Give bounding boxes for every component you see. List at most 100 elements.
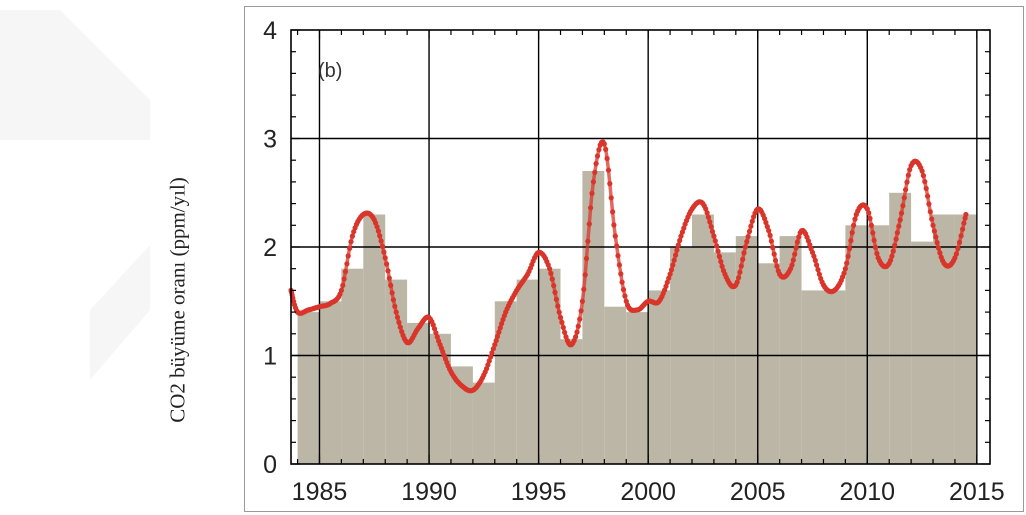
line-point xyxy=(675,242,681,248)
line-point xyxy=(607,181,613,187)
bar xyxy=(626,312,649,464)
line-point xyxy=(764,224,770,230)
line-point xyxy=(845,253,851,259)
line-point xyxy=(674,247,680,253)
line-point xyxy=(738,263,744,269)
line-point xyxy=(397,324,403,330)
line-point xyxy=(604,155,610,162)
line-point xyxy=(610,209,616,215)
bar xyxy=(516,279,539,464)
bar xyxy=(845,225,868,464)
labels-layer: (b) 1985 1990 1995 2000 2005 2010 2015 0 1 2 3 4 xyxy=(263,17,1005,506)
line-point xyxy=(929,216,935,222)
line-point xyxy=(485,362,491,368)
line-point xyxy=(396,319,402,325)
line-point xyxy=(573,334,579,340)
axis-layer xyxy=(290,29,991,465)
line-point xyxy=(679,229,686,235)
line-point xyxy=(431,326,438,332)
line-point xyxy=(347,245,353,251)
bar xyxy=(341,268,364,464)
line-point xyxy=(394,314,401,320)
line-point xyxy=(342,269,349,275)
line-layer xyxy=(288,139,969,394)
line-point xyxy=(920,173,927,179)
line-point xyxy=(385,268,391,274)
line-point xyxy=(841,270,847,276)
line-point xyxy=(603,146,609,152)
line-point xyxy=(344,261,350,267)
bar xyxy=(801,290,824,464)
line-point xyxy=(678,233,684,239)
line-point xyxy=(898,210,905,216)
bar xyxy=(889,192,912,465)
line-point xyxy=(937,250,943,256)
x-tick-label: 1990 xyxy=(401,478,457,506)
line-point xyxy=(379,243,386,249)
line-point xyxy=(382,255,388,261)
line-point xyxy=(930,222,936,228)
line-point xyxy=(715,248,721,254)
line-point xyxy=(668,267,675,273)
line-point xyxy=(614,243,620,249)
line-point xyxy=(893,236,899,242)
line-point xyxy=(768,238,775,244)
line-point xyxy=(489,350,495,356)
line-point xyxy=(794,239,801,245)
line-point xyxy=(736,275,742,281)
line-point xyxy=(815,267,821,273)
line-point xyxy=(348,239,354,245)
line-point xyxy=(703,206,709,212)
line-point xyxy=(849,230,855,236)
line-point xyxy=(933,234,939,240)
line-point xyxy=(740,256,746,262)
line-point xyxy=(901,195,907,201)
line-point xyxy=(615,253,621,259)
grid-layer xyxy=(291,30,990,464)
line-point xyxy=(925,193,931,199)
bar xyxy=(582,171,605,464)
line-point xyxy=(774,263,780,269)
line-point xyxy=(807,242,813,248)
bar xyxy=(319,301,342,465)
line-point xyxy=(741,250,747,256)
line-point xyxy=(593,161,599,167)
line-point xyxy=(486,358,492,364)
y-axis-label: CO2 büyüme oranı (ppm/yıl) xyxy=(165,177,190,423)
line-point xyxy=(562,329,568,335)
line-point xyxy=(390,297,396,303)
bar xyxy=(779,236,802,464)
x-tick-label: 2010 xyxy=(839,478,895,506)
bar xyxy=(648,290,671,464)
y-tick-label: 1 xyxy=(263,343,277,371)
line-point xyxy=(583,255,590,262)
line-point xyxy=(711,233,717,239)
line-point xyxy=(870,230,876,236)
line-point xyxy=(888,257,894,263)
line-point xyxy=(378,238,384,244)
line-point xyxy=(553,296,560,302)
bar xyxy=(757,263,780,464)
line-point xyxy=(814,262,820,268)
line-point xyxy=(377,233,383,239)
line-point xyxy=(926,201,932,207)
line-point xyxy=(866,210,872,216)
bar xyxy=(429,333,451,464)
line-point xyxy=(575,323,581,329)
line-point xyxy=(671,257,677,263)
line-point xyxy=(766,228,772,234)
x-tick-label: 2015 xyxy=(949,478,1005,506)
line-point xyxy=(601,141,607,147)
line-point xyxy=(677,237,683,244)
line-point xyxy=(734,279,740,285)
line-point xyxy=(709,229,716,235)
x-tick-label: 2005 xyxy=(730,478,786,506)
line-point xyxy=(590,179,597,185)
line-point xyxy=(792,251,798,257)
y-tick-label: 2 xyxy=(263,234,277,262)
line-point xyxy=(905,172,912,178)
line-point xyxy=(623,298,629,304)
line-point xyxy=(889,253,895,259)
line-point xyxy=(789,262,795,268)
